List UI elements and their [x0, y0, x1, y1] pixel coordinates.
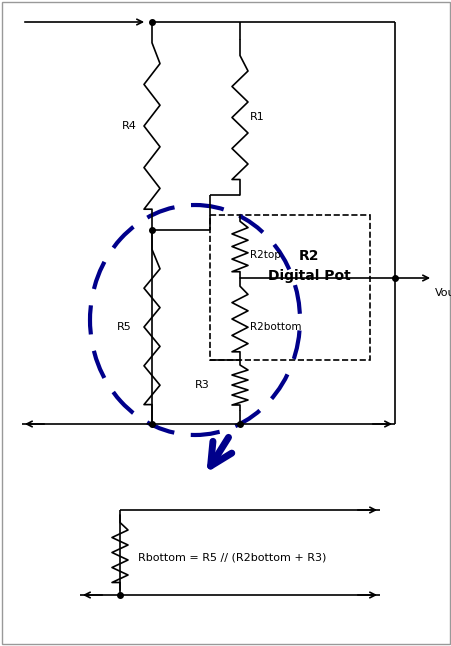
Text: R2top: R2top	[249, 249, 280, 260]
Text: R4: R4	[122, 121, 137, 131]
Text: Rbottom = R5 // (R2bottom + R3): Rbottom = R5 // (R2bottom + R3)	[138, 552, 326, 563]
Text: Digital Pot: Digital Pot	[267, 269, 350, 283]
Bar	[210, 215, 369, 360]
Text: Vout: Vout	[434, 288, 451, 298]
Text: R2: R2	[298, 249, 319, 263]
Text: R3: R3	[194, 380, 209, 390]
Text: R1: R1	[249, 112, 264, 123]
Text: R2bottom: R2bottom	[249, 322, 301, 332]
Text: R5: R5	[117, 322, 131, 332]
